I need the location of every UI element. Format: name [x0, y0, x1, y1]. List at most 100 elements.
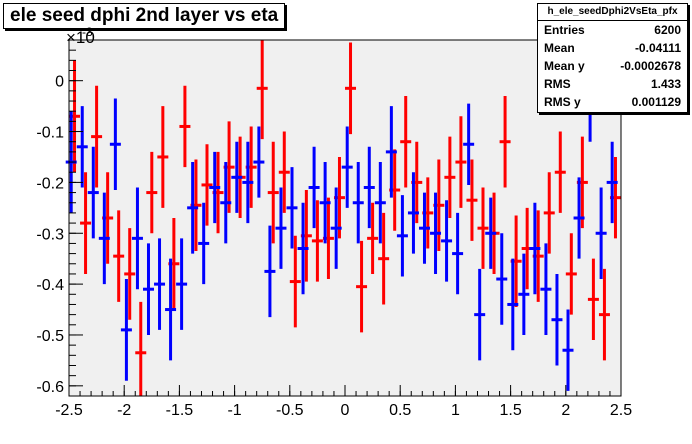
- data-point: [308, 146, 320, 229]
- stats-label: Mean: [544, 41, 575, 55]
- data-point: [297, 202, 309, 295]
- y-tick-label: 0: [55, 74, 64, 91]
- data-point: [356, 240, 368, 333]
- y-tick-label: -0.2: [36, 175, 64, 192]
- stats-label: Entries: [544, 23, 585, 37]
- data-point: [286, 167, 298, 249]
- data-point: [264, 225, 276, 318]
- data-point: [330, 187, 342, 269]
- series-layer: [65, 40, 621, 396]
- data-point: [396, 195, 408, 277]
- chart-title-text: ele seed dphi 2nd layer vs eta: [10, 5, 279, 26]
- x-tick-label: 0.5: [389, 402, 411, 419]
- y-exponent-power: -3: [82, 25, 93, 39]
- data-point: [289, 235, 301, 328]
- data-point: [573, 177, 585, 259]
- data-point: [518, 253, 530, 335]
- stats-name: h_ele_seedDphi2VsEta_pfx: [538, 4, 687, 21]
- data-point: [606, 141, 618, 224]
- data-point: [529, 202, 541, 295]
- data-point: [198, 202, 210, 285]
- data-point: [378, 212, 390, 305]
- data-point: [367, 202, 379, 274]
- x-tick-label: -2: [117, 402, 131, 419]
- stats-value: 6200: [654, 23, 681, 37]
- data-point: [120, 279, 132, 381]
- stats-row-mean-y: Mean y -0.0002678: [538, 57, 687, 75]
- data-point: [587, 258, 599, 341]
- y-tick-label: -0.3: [36, 226, 64, 243]
- stats-row-mean: Mean -0.04111: [538, 39, 687, 57]
- y-tick-label: -0.5: [36, 328, 64, 345]
- data-point: [341, 126, 353, 208]
- data-point: [562, 309, 574, 391]
- data-point: [407, 172, 419, 254]
- data-point: [485, 197, 497, 269]
- data-point: [253, 126, 265, 198]
- data-point: [220, 162, 232, 244]
- data-point: [165, 258, 177, 361]
- x-tick-label: -1.5: [166, 402, 194, 419]
- data-point: [474, 268, 486, 361]
- data-point: [91, 85, 103, 188]
- stats-row-rms: RMS 1.433: [538, 75, 687, 93]
- data-point: [76, 106, 88, 188]
- data-point: [595, 187, 607, 280]
- x-tick-label: 2.5: [610, 402, 632, 419]
- y-tick-label: -0.6: [36, 379, 64, 396]
- data-point: [176, 238, 188, 330]
- data-point: [554, 131, 566, 213]
- x-tick-label: -2.5: [55, 402, 83, 419]
- x-tick-label: -0.5: [276, 402, 304, 419]
- stats-label: Mean y: [544, 59, 585, 73]
- stats-row-entries: Entries 6200: [538, 21, 687, 39]
- data-point: [565, 233, 577, 315]
- data-point: [142, 243, 154, 335]
- stats-label: RMS y: [544, 95, 581, 109]
- data-point: [363, 146, 375, 229]
- stats-label: RMS: [544, 77, 571, 91]
- frame-background: [69, 40, 621, 396]
- data-point: [154, 238, 166, 330]
- x-tick-label: 2: [561, 402, 570, 419]
- data-point: [444, 136, 456, 218]
- data-point: [385, 106, 397, 198]
- data-point: [201, 144, 213, 226]
- stats-value: -0.04111: [634, 41, 681, 55]
- data-point: [80, 172, 92, 274]
- data-point: [267, 141, 279, 244]
- data-point: [463, 103, 475, 185]
- data-point: [157, 106, 169, 208]
- data-point: [131, 187, 143, 290]
- stats-value: 0.001129: [631, 95, 681, 109]
- y-tick-label: -0.4: [36, 277, 64, 294]
- data-point: [540, 243, 552, 335]
- stats-value: -0.0002678: [620, 59, 681, 73]
- data-point: [256, 40, 268, 140]
- series-1: [65, 70, 618, 391]
- data-point: [311, 200, 323, 282]
- data-point: [598, 268, 610, 361]
- data-point: [179, 85, 191, 168]
- x-tick-label: 1.5: [499, 402, 521, 419]
- data-point: [441, 200, 453, 282]
- data-point: [418, 192, 430, 264]
- series-0: [69, 40, 621, 396]
- data-point: [496, 233, 508, 325]
- stats-value: 1.433: [650, 77, 681, 91]
- data-point: [499, 95, 511, 188]
- data-point: [98, 192, 110, 285]
- data-point: [135, 301, 147, 396]
- data-point: [466, 159, 478, 241]
- data-point: [319, 162, 331, 244]
- data-point: [374, 162, 386, 244]
- data-point: [452, 212, 464, 295]
- data-point: [345, 42, 357, 135]
- data-point: [551, 273, 563, 366]
- data-point: [109, 98, 121, 191]
- data-point: [87, 146, 99, 239]
- data-point: [124, 228, 136, 320]
- stats-box: h_ele_seedDphi2VsEta_pfx Entries 6200 Mea…: [537, 3, 688, 113]
- x-tick-label: 1: [451, 402, 460, 419]
